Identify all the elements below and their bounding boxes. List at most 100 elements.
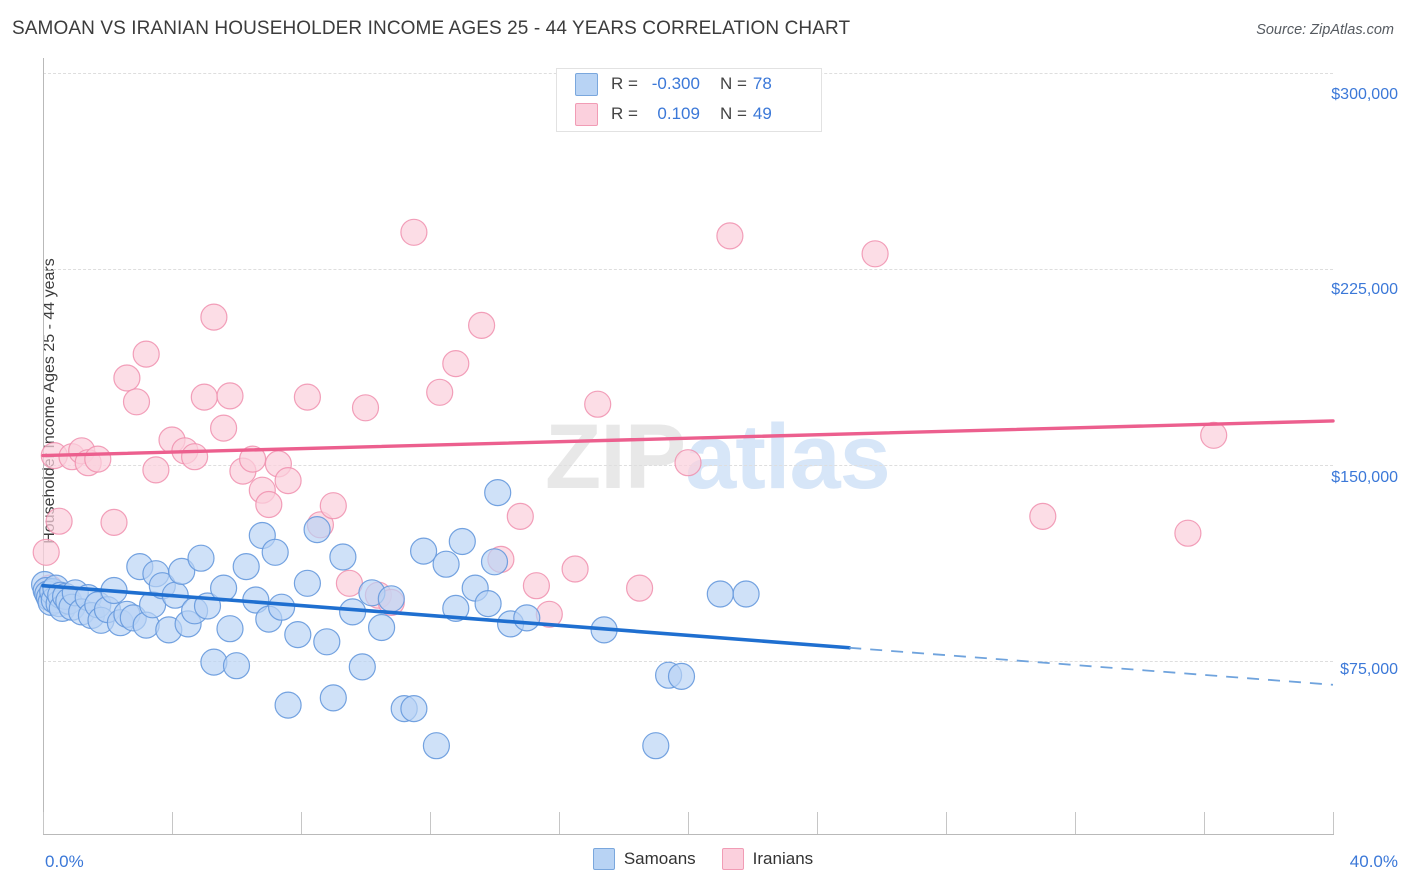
n-value: 78 — [752, 74, 772, 93]
data-point-iranian — [255, 490, 283, 519]
iranians-swatch-icon — [575, 102, 598, 126]
data-point-iranian — [239, 445, 267, 473]
n-value: 49 — [752, 104, 772, 123]
page-title: SAMOAN VS IRANIAN HOUSEHOLDER INCOME AGE… — [12, 18, 851, 39]
data-point-samoan — [484, 479, 512, 507]
r-label: R = — [611, 74, 638, 93]
data-point-iranian — [181, 443, 209, 471]
data-point-samoan — [268, 593, 296, 621]
data-point-samoan — [448, 527, 476, 556]
trendline-iranians — [41, 419, 1335, 458]
x-axis-label-max: 40.0% — [1349, 852, 1398, 871]
data-point-samoan — [274, 691, 302, 719]
data-point-iranian — [716, 222, 744, 250]
data-point-iranian — [113, 364, 141, 392]
data-point-samoan — [480, 548, 509, 576]
data-point-iranian — [216, 382, 244, 410]
data-point-iranian — [1200, 421, 1228, 449]
data-point-iranian — [190, 383, 218, 411]
samoans-swatch-icon — [575, 72, 598, 96]
legend-label-iranians: Iranians — [752, 849, 814, 868]
data-point-iranian — [522, 572, 551, 600]
series-iranians-points — [32, 218, 1228, 628]
data-point-samoan — [293, 569, 321, 597]
correlation-row-samoans: R = -0.300 N = 78 — [557, 69, 821, 99]
x-axis-tick — [1204, 812, 1205, 834]
y-axis-label: $150,000 — [1331, 469, 1398, 486]
data-point-samoan — [442, 594, 470, 623]
x-axis-line — [43, 834, 1334, 835]
iranians-legend-swatch-icon — [721, 848, 744, 870]
correlation-legend-box: R = -0.300 N = 78 R = 0.109 N = 49 — [556, 68, 822, 132]
x-axis-label-min: 0.0% — [45, 852, 84, 871]
data-point-samoan — [400, 694, 428, 723]
data-point-iranian — [1029, 502, 1057, 531]
x-axis-tick — [817, 812, 818, 834]
data-point-samoan — [168, 557, 196, 586]
legend-item-samoans[interactable]: Samoans — [592, 848, 696, 870]
data-point-iranian — [100, 508, 128, 537]
data-point-samoan — [222, 652, 251, 680]
data-point-samoan — [187, 544, 215, 572]
data-point-iranian — [45, 507, 73, 535]
data-point-samoan — [377, 585, 405, 613]
r-value: 0.109 — [657, 104, 700, 123]
data-point-samoan — [642, 732, 670, 760]
data-point-iranian — [200, 303, 228, 331]
correlation-row-iranians: R = 0.109 N = 49 — [557, 99, 821, 129]
data-point-samoan — [368, 613, 396, 642]
data-point-samoan — [513, 604, 541, 632]
trendline-samoans-projection — [849, 646, 1334, 686]
x-axis-tick — [946, 812, 947, 834]
data-point-samoan — [261, 538, 289, 566]
data-point-iranian — [293, 383, 321, 411]
y-axis-label: $225,000 — [1331, 281, 1398, 298]
data-point-samoan — [232, 552, 260, 581]
gridline — [43, 269, 1333, 270]
data-point-iranian — [122, 388, 151, 416]
data-point-iranian — [32, 538, 60, 566]
data-point-samoan — [329, 543, 357, 571]
data-point-iranian — [142, 456, 170, 484]
data-point-samoan — [319, 684, 347, 712]
samoans-legend-swatch-icon — [592, 848, 615, 870]
data-point-iranian — [274, 467, 302, 495]
data-point-iranian — [1174, 519, 1202, 547]
x-axis-tick — [430, 812, 431, 834]
data-point-iranian — [861, 240, 889, 268]
x-axis-tick — [1075, 812, 1076, 834]
data-point-samoan — [313, 628, 341, 656]
y-axis-label: $75,000 — [1340, 661, 1398, 678]
x-axis-tick — [301, 812, 302, 834]
x-axis-tick — [43, 812, 44, 834]
data-point-iranian — [584, 390, 612, 418]
n-label: N = — [719, 74, 747, 93]
data-point-samoan — [348, 653, 376, 681]
data-point-iranian — [674, 449, 702, 477]
data-point-iranian — [132, 340, 160, 368]
data-point-iranian — [210, 414, 238, 442]
series-legend: Samoans Iranians — [0, 848, 1406, 870]
data-point-samoan — [422, 732, 450, 760]
r-label: R = — [611, 104, 638, 123]
legend-item-iranians[interactable]: Iranians — [721, 848, 814, 870]
data-point-samoan — [706, 580, 734, 608]
data-point-samoan — [303, 515, 331, 544]
legend-label-samoans: Samoans — [623, 849, 696, 868]
y-axis-label: $300,000 — [1331, 86, 1398, 103]
x-axis-tick — [559, 812, 560, 834]
n-label: N = — [719, 104, 747, 123]
data-point-iranian — [319, 492, 347, 520]
x-axis-tick — [1333, 812, 1334, 834]
data-point-samoan — [474, 589, 502, 618]
r-value: -0.300 — [651, 74, 700, 93]
source-attribution: Source: ZipAtlas.com — [1256, 22, 1394, 38]
data-point-iranian — [400, 218, 428, 246]
data-point-iranian — [442, 350, 470, 378]
data-point-samoan — [732, 580, 760, 608]
data-point-samoan — [284, 620, 312, 649]
data-point-iranian — [468, 311, 496, 339]
x-axis-tick — [688, 812, 689, 834]
data-point-samoan — [216, 615, 244, 643]
